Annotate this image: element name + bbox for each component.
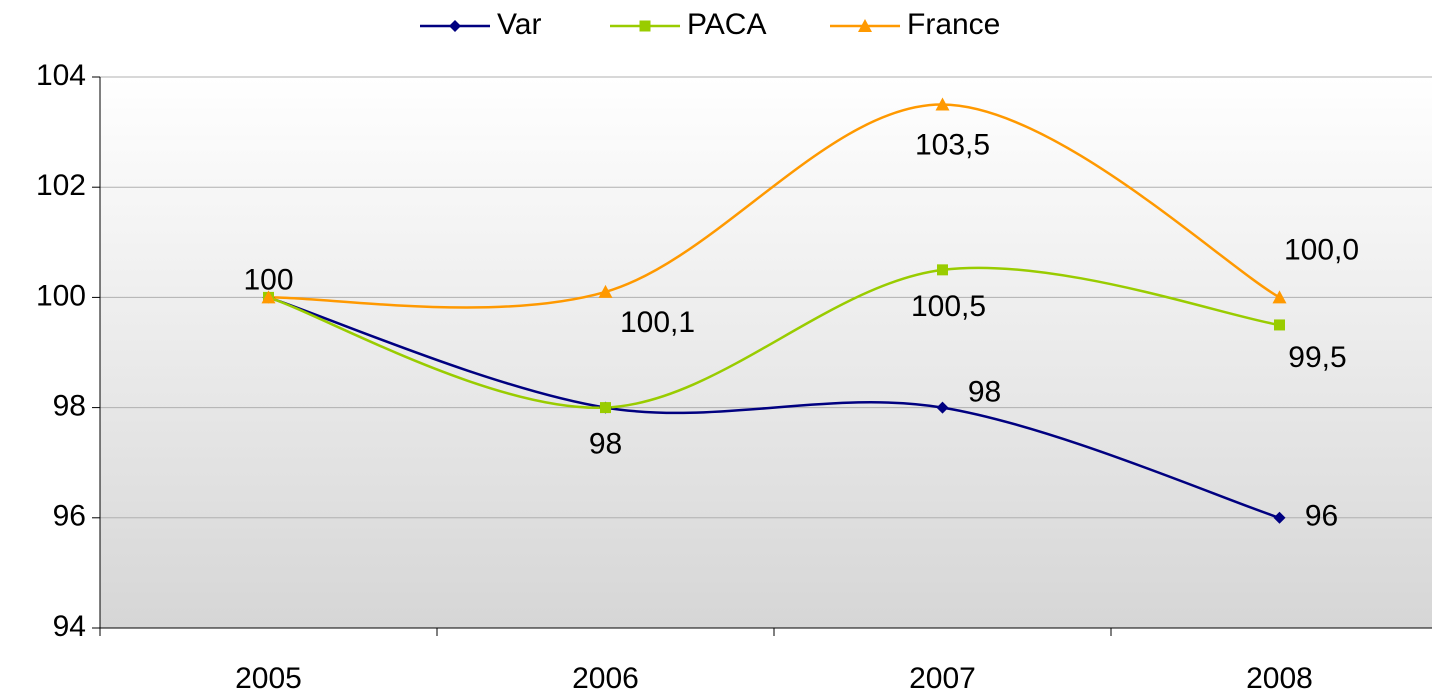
data-label: 100,0 — [1284, 233, 1359, 266]
line — [268, 266, 1280, 409]
marker — [449, 20, 461, 32]
x-tick-label: 2005 — [235, 662, 302, 695]
legend-label: Var — [497, 8, 541, 41]
marker — [639, 20, 651, 32]
data-label: 96 — [1305, 500, 1338, 533]
data-label: 100,1 — [620, 306, 695, 339]
data-label: 103,5 — [915, 128, 990, 161]
data-label: 98 — [968, 376, 1001, 409]
y-tick-label: 102 — [36, 169, 86, 202]
marker — [858, 19, 872, 32]
legend-label: PACA — [687, 8, 766, 41]
x-tick-label: 2006 — [572, 662, 639, 695]
y-tick-label: 94 — [53, 610, 86, 643]
x-tick-label: 2007 — [909, 662, 976, 695]
marker — [936, 401, 949, 414]
line — [268, 103, 1281, 309]
data-label: 99,5 — [1288, 341, 1346, 374]
marker — [261, 290, 276, 304]
marker — [598, 284, 613, 298]
y-tick-label: 100 — [36, 279, 86, 312]
data-label: 100,5 — [911, 290, 986, 323]
marker — [937, 264, 948, 276]
marker — [1272, 290, 1287, 304]
marker — [1274, 319, 1285, 331]
legend-label: France — [907, 8, 1000, 41]
plot-area — [100, 77, 1432, 628]
marker — [935, 97, 950, 111]
y-tick-label: 104 — [36, 59, 86, 92]
y-tick-label: 96 — [53, 500, 86, 533]
data-label: 98 — [589, 428, 622, 461]
y-tick-label: 98 — [53, 390, 86, 423]
marker — [600, 402, 611, 414]
x-tick-label: 2008 — [1246, 662, 1313, 695]
marker — [1273, 511, 1286, 524]
line — [268, 296, 1280, 519]
